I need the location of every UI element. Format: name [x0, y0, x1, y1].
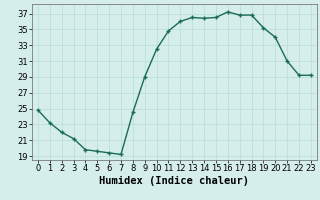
X-axis label: Humidex (Indice chaleur): Humidex (Indice chaleur): [100, 176, 249, 186]
